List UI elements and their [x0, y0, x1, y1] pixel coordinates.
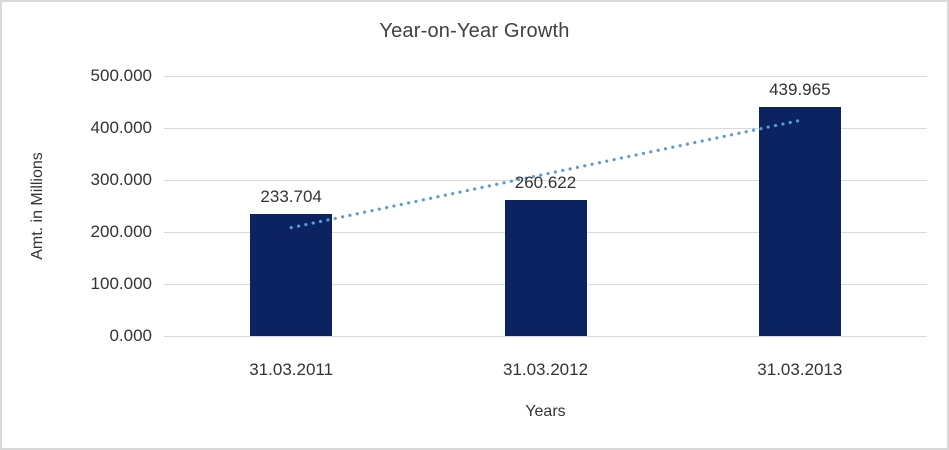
gridline	[164, 76, 927, 77]
y-tick-label: 100.000	[90, 274, 152, 293]
x-tick-label: 31.03.2013	[757, 360, 843, 379]
x-tick-label: 31.03.2012	[502, 360, 589, 379]
gridline	[164, 336, 927, 337]
y-tick-label: 0.000	[109, 326, 152, 345]
bar	[504, 200, 587, 336]
x-tick-label: 31.03.2011	[249, 360, 334, 379]
y-tick-label: 300.000	[90, 170, 152, 189]
chart-title: Year-on-Year Growth	[379, 20, 570, 42]
bar-value-label: 233.704	[260, 187, 322, 207]
bar	[250, 214, 333, 336]
bar-value-label: 439.965	[769, 80, 831, 100]
y-tick-label: 400.000	[90, 118, 152, 137]
y-axis-title: Amt. in Millions	[29, 152, 46, 260]
bar-value-label: 260.622	[514, 173, 577, 193]
y-tick-label: 200.000	[90, 222, 152, 241]
y-tick-label: 500.000	[90, 66, 152, 85]
x-axis-title: Years	[525, 403, 566, 420]
bar	[758, 107, 841, 336]
